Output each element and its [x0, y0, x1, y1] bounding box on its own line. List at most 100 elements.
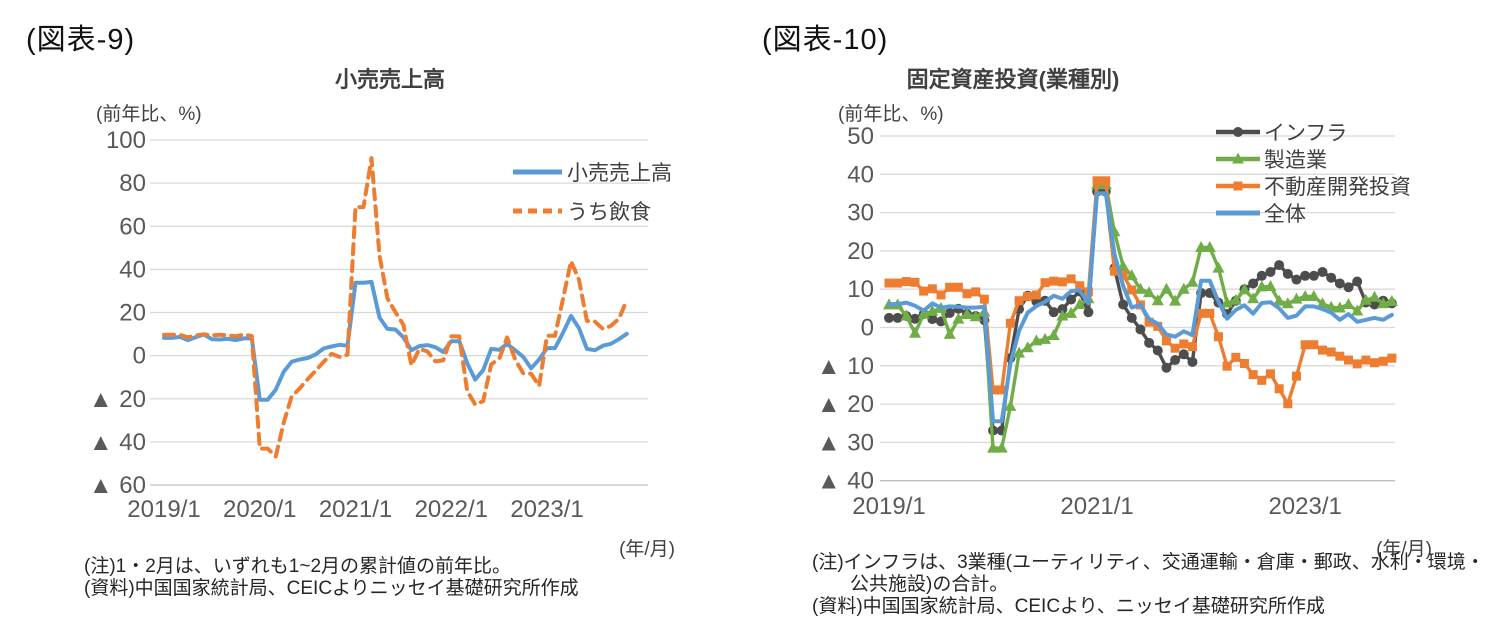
series-marker-infrastructure: [1118, 299, 1129, 310]
series-retail-sales: [162, 279, 629, 402]
legend-item-infrastructure: インフラ: [1216, 122, 1347, 145]
series-marker-manufacturing: [1169, 294, 1182, 306]
y-tick-label: 50: [847, 123, 874, 150]
series-total: [887, 191, 1394, 424]
series-marker-infrastructure: [1308, 270, 1319, 281]
series-marker-manufacturing: [969, 310, 982, 322]
series-marker-manufacturing: [1342, 298, 1355, 310]
series-marker-infrastructure: [1369, 299, 1380, 310]
figure9-heading: (図表-9): [26, 24, 136, 56]
legend-marker-sample: [1233, 181, 1243, 191]
series-marker-real-estate-development: [1309, 340, 1319, 350]
series-marker-infrastructure: [1144, 337, 1155, 348]
series-marker-infrastructure: [910, 313, 921, 324]
series-marker-manufacturing: [1143, 286, 1156, 298]
series-marker-manufacturing: [961, 307, 974, 319]
axis-year-month-label: (年/月): [1376, 538, 1432, 560]
series-marker-real-estate-development: [1248, 370, 1258, 380]
series-marker-manufacturing: [995, 441, 1008, 453]
y-tick-label: 60: [119, 213, 146, 240]
x-tick-label: 2019/1: [852, 493, 925, 520]
series-marker-real-estate-development: [945, 282, 955, 292]
series-marker-real-estate-development: [962, 289, 972, 299]
series-marker-real-estate-development: [1274, 384, 1284, 394]
series-marker-manufacturing: [1264, 280, 1277, 292]
series-marker-manufacturing: [1195, 240, 1208, 252]
series-marker-manufacturing: [1013, 346, 1026, 358]
series-marker-real-estate-development: [1361, 355, 1371, 365]
series-marker-manufacturing: [1229, 293, 1242, 305]
axis-unit-label: (前年比、%): [96, 103, 202, 125]
figure10-note-line-2: 公共施設)の合計。: [850, 574, 1009, 595]
series-marker-real-estate-development: [1075, 281, 1085, 291]
series-marker-real-estate-development: [1057, 277, 1067, 287]
series-marker-real-estate-development: [927, 284, 937, 294]
x-tick-label: 2023/1: [510, 496, 583, 523]
series-marker-infrastructure: [1178, 349, 1189, 360]
series-marker-manufacturing: [1281, 297, 1294, 309]
series-marker-real-estate-development: [1352, 359, 1362, 369]
series-marker-infrastructure: [1274, 260, 1285, 271]
series-marker-real-estate-development: [1387, 353, 1397, 363]
series-marker-manufacturing: [987, 441, 1000, 453]
series-marker-manufacturing: [1273, 294, 1286, 306]
series-marker-manufacturing: [1333, 301, 1346, 313]
series-marker-infrastructure: [1343, 282, 1354, 293]
series-marker-real-estate-development: [901, 277, 911, 287]
series-marker-real-estate-development: [1370, 358, 1380, 368]
series-marker-real-estate-development: [1014, 296, 1024, 306]
y-tick-label: 0: [133, 343, 146, 370]
series-marker-manufacturing: [1073, 298, 1086, 310]
series-marker-real-estate-development: [1101, 176, 1111, 186]
series-marker-real-estate-development: [1196, 308, 1206, 318]
series-marker-real-estate-development: [1318, 345, 1327, 355]
series-marker-manufacturing: [1255, 280, 1268, 292]
series-marker-real-estate-development: [971, 287, 981, 297]
series-marker-infrastructure: [1048, 307, 1059, 318]
series-marker-real-estate-development: [1326, 347, 1336, 357]
y-tick-label: 80: [119, 170, 146, 197]
series-marker-manufacturing: [909, 326, 922, 338]
series-marker-real-estate-development: [1040, 278, 1050, 288]
chart-title: 小売売上高: [335, 67, 445, 92]
series-marker-real-estate-development: [1187, 342, 1197, 352]
series-marker-manufacturing: [1065, 306, 1078, 318]
series-marker-manufacturing: [1151, 294, 1164, 306]
y-tick-label: 30: [847, 200, 874, 227]
legend-marker-sample: [1233, 127, 1243, 137]
series-marker-real-estate-development: [1378, 356, 1388, 366]
series-marker-real-estate-development: [1066, 274, 1076, 284]
y-tick-label: ▲ 40: [89, 429, 146, 456]
series-marker-manufacturing: [1186, 275, 1199, 287]
legend-label: 小売売上高: [567, 162, 672, 185]
series-marker-real-estate-development: [1161, 336, 1171, 346]
x-tick-label: 2021/1: [319, 496, 392, 523]
axis-year-month-label: (年/月): [619, 538, 675, 560]
x-tick-label: 2022/1: [415, 496, 488, 523]
y-tick-label: ▲ 10: [817, 353, 874, 380]
series-marker-infrastructure: [1152, 345, 1163, 356]
series-marker-real-estate-development: [979, 294, 989, 304]
series-marker-infrastructure: [1057, 304, 1068, 315]
x-tick-label: 2023/1: [1268, 493, 1341, 520]
series-marker-infrastructure: [1352, 276, 1363, 287]
figure10-note-line-1: (注)インフラは、3業種(ユーティリティ、交通運輸・倉庫・郵政、水利・環境・: [812, 552, 1485, 573]
series-marker-manufacturing: [900, 309, 913, 321]
series-marker-infrastructure: [1170, 355, 1181, 366]
series-marker-manufacturing: [926, 304, 939, 316]
series-marker-real-estate-development: [1109, 266, 1119, 276]
series-marker-infrastructure: [1066, 294, 1077, 305]
gridlines: [150, 139, 648, 486]
series-marker-infrastructure: [1291, 274, 1302, 285]
series-marker-manufacturing: [1325, 300, 1338, 312]
series-line-total: [887, 191, 1394, 424]
series-marker-manufacturing: [1238, 283, 1251, 295]
series-infrastructure: [884, 186, 1397, 436]
figure10-source-line: (資料)中国国家統計局、CEICより、ニッセイ基礎研究所作成: [812, 596, 1325, 617]
series-marker-infrastructure: [1334, 278, 1345, 289]
series-marker-manufacturing: [1212, 261, 1225, 273]
series-marker-real-estate-development: [988, 385, 998, 395]
y-tick-label: 100: [106, 127, 146, 154]
